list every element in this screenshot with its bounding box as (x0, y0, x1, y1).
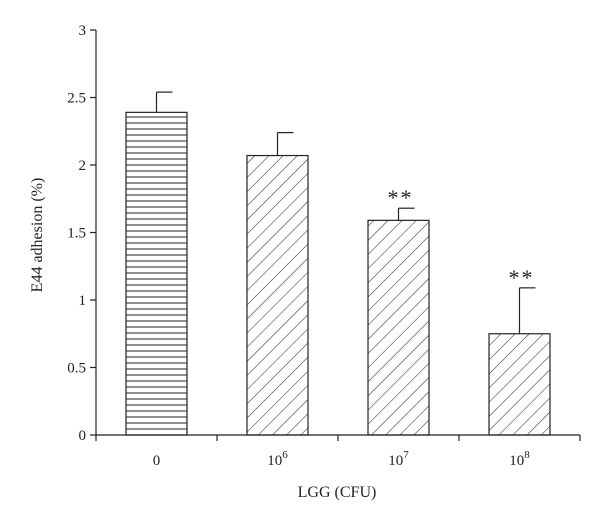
y-tick-label: 2.5 (67, 91, 86, 107)
x-tick-label: 108 (509, 449, 530, 469)
y-tick-label: 0.5 (67, 361, 86, 377)
y-tick-label: 0 (79, 428, 87, 444)
x-axis-title: LGG (CFU) (298, 484, 377, 501)
bar (125, 111, 188, 436)
x-tick-label: 0 (153, 453, 161, 469)
x-tick-label: 107 (388, 449, 409, 469)
y-tick-label: 1 (79, 293, 87, 309)
x-tick-label: 106 (267, 449, 288, 469)
y-tick-label: 1.5 (67, 226, 86, 242)
significance-label: ** (509, 265, 535, 290)
y-axis-title: E44 adhesion (%) (29, 178, 46, 293)
bar (246, 154, 309, 436)
x-axis: 0 106 107 108 (95, 434, 581, 469)
bar (488, 333, 551, 436)
y-axis: 0 0.5 1 1.5 2 2.5 3 (67, 23, 97, 444)
bars-group: ** ** (125, 91, 551, 436)
y-tick-label: 2 (79, 158, 87, 174)
significance-label: ** (388, 185, 414, 210)
bar (367, 219, 430, 436)
y-tick-label: 3 (79, 23, 87, 39)
